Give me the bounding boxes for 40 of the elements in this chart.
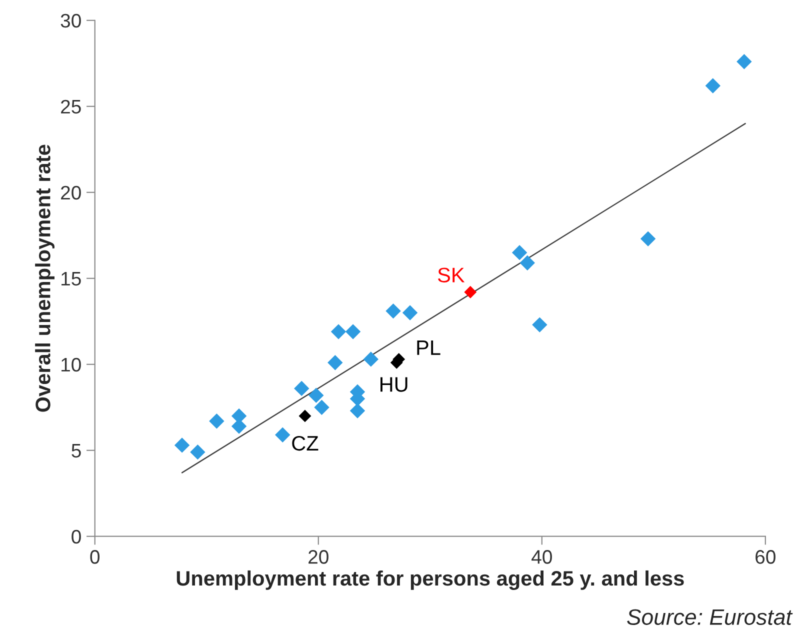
y-tick-label: 15 <box>62 272 81 286</box>
y-tick-label: 0 <box>72 530 81 544</box>
point <box>308 388 324 403</box>
point <box>640 231 656 246</box>
point <box>330 324 346 340</box>
point <box>275 427 290 442</box>
y-tick-label: 10 <box>62 358 81 372</box>
source-note: Source: Eurostat <box>627 609 793 625</box>
point <box>386 303 401 319</box>
annotation: HU <box>380 377 408 392</box>
point <box>736 54 752 70</box>
point <box>345 324 361 340</box>
point <box>174 438 190 453</box>
point <box>512 244 528 260</box>
y-tick-label: 30 <box>60 14 81 28</box>
point <box>520 255 535 270</box>
x-tick-label: 60 <box>756 550 776 564</box>
annotation: CZ <box>292 436 318 451</box>
x-tick-label: 20 <box>308 550 328 564</box>
y-tick-label: 20 <box>61 186 81 200</box>
point <box>209 414 224 429</box>
y-tick-label: 5 <box>72 444 81 458</box>
point <box>328 355 343 370</box>
point <box>350 403 366 418</box>
annotation: PL <box>417 340 440 355</box>
point <box>294 380 310 396</box>
y-tick-label: 25 <box>61 100 81 114</box>
x-axis-title: Unemployment rate for persons aged 25 y. and less <box>176 570 684 590</box>
annotation: SK <box>438 268 465 282</box>
x-tick-label: 40 <box>532 550 552 564</box>
point <box>363 352 379 367</box>
point <box>190 444 206 460</box>
point <box>402 305 418 320</box>
point <box>464 286 477 298</box>
point <box>532 317 548 332</box>
y-axis-title: Overall unemployment rate <box>35 144 54 412</box>
point <box>705 78 720 94</box>
point <box>298 410 312 422</box>
x-tick-label: 0 <box>90 550 100 564</box>
point <box>314 400 330 415</box>
